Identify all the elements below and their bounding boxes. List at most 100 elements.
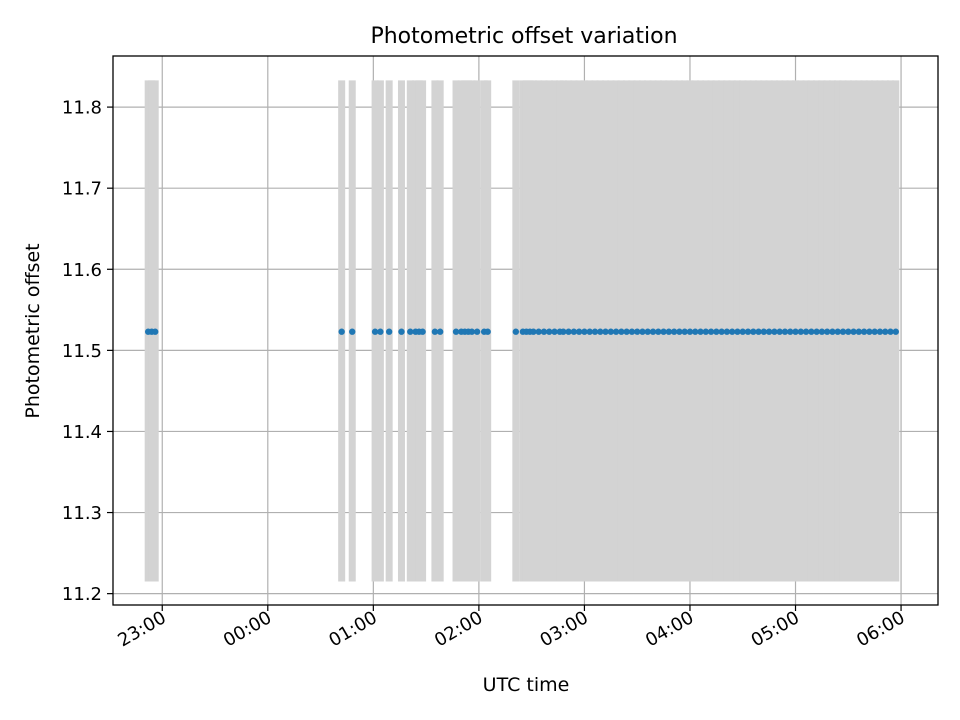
x-tick-label: 05:00: [748, 607, 803, 651]
data-point: [349, 328, 356, 335]
data-point: [723, 328, 731, 335]
data-point: [338, 328, 345, 335]
data-point: [734, 328, 741, 335]
y-tick-label: 11.6: [62, 260, 102, 281]
data-point: [628, 328, 636, 335]
data-point: [586, 328, 593, 335]
data-point: [565, 328, 572, 335]
y-axis-label: Photometric offset: [22, 243, 44, 418]
data-point: [560, 328, 567, 335]
data-point: [887, 328, 894, 335]
plot-frame: [112, 55, 939, 606]
y-axis-ticks: 11.2 11.3 11.4 11.5 11.6 11.7 11.8: [62, 98, 113, 605]
data-point: [702, 328, 710, 335]
x-tick-label: 01:00: [325, 607, 380, 651]
data-point: [892, 328, 899, 335]
data-point: [855, 328, 863, 335]
data-point: [728, 328, 736, 335]
data-point: [607, 328, 615, 335]
data-point: [876, 328, 884, 335]
data-point: [808, 328, 815, 335]
data-point: [602, 328, 609, 335]
data-point: [882, 328, 889, 335]
data-point: [871, 328, 878, 335]
x-axis-ticks: 23:00 00:00 01:00 02:00 03:00 04:00 05:00 06:00: [114, 605, 909, 651]
x-tick-label: 23:00: [114, 607, 169, 651]
y-tick-label: 11.8: [62, 98, 102, 119]
data-point: [776, 328, 783, 335]
data-point: [436, 328, 444, 335]
x-tick-label: 02:00: [431, 607, 486, 651]
data-point: [813, 328, 820, 335]
data-point: [750, 328, 757, 335]
data-point: [512, 328, 520, 335]
data-point: [644, 328, 651, 335]
data-point: [697, 328, 704, 335]
data-point: [452, 328, 460, 335]
data-point: [823, 328, 831, 335]
x-tick-label: 00:00: [220, 607, 275, 651]
data-point: [591, 328, 599, 335]
y-tick-label: 11.7: [62, 179, 102, 200]
data-point: [860, 328, 868, 335]
data-point: [681, 328, 688, 335]
data-point: [850, 328, 857, 335]
data-point: [473, 328, 481, 335]
data-point: [802, 328, 810, 335]
data-point: [713, 328, 720, 335]
data-point: [649, 328, 657, 335]
data-point: [371, 328, 379, 335]
y-tick-label: 11.5: [62, 341, 102, 362]
data-points: [144, 328, 899, 335]
data-point: [484, 328, 491, 335]
data-point: [419, 328, 426, 335]
data-point: [834, 328, 841, 335]
data-point: [597, 328, 604, 335]
data-point: [744, 328, 752, 335]
data-point: [634, 328, 641, 335]
data-point: [692, 328, 699, 335]
data-point: [655, 328, 662, 335]
data-point: [771, 328, 778, 335]
data-point: [686, 328, 694, 335]
data-point: [797, 328, 804, 335]
data-point: [530, 328, 537, 335]
data-point: [760, 328, 768, 335]
data-point: [618, 328, 625, 335]
data-point: [845, 328, 852, 335]
data-point: [546, 328, 553, 335]
data-point: [540, 328, 548, 335]
x-tick-label: 03:00: [537, 607, 592, 651]
data-point: [377, 328, 384, 335]
data-point: [676, 328, 683, 335]
data-point: [755, 328, 762, 335]
data-point: [612, 328, 620, 335]
data-point: [639, 328, 646, 335]
data-point: [866, 328, 873, 335]
data-point: [468, 328, 476, 335]
data-point: [792, 328, 799, 335]
data-point: [829, 328, 836, 335]
data-point: [765, 328, 773, 335]
data-point: [718, 328, 725, 335]
data-point: [431, 328, 439, 335]
data-point: [575, 328, 583, 335]
data-point: [581, 328, 588, 335]
data-point: [623, 328, 630, 335]
data-point: [787, 328, 794, 335]
x-axis-label: UTC time: [483, 674, 570, 696]
data-point: [660, 328, 667, 335]
data-point: [665, 328, 673, 335]
y-tick-label: 11.3: [62, 503, 102, 524]
data-point: [707, 328, 715, 335]
data-point: [385, 328, 393, 335]
data-point: [398, 328, 405, 335]
data-point: [535, 328, 542, 335]
data-point: [407, 328, 414, 335]
data-point: [818, 328, 826, 335]
data-point: [839, 328, 847, 335]
y-tick-label: 11.4: [62, 422, 102, 443]
y-tick-label: 11.2: [62, 584, 102, 605]
data-point: [551, 328, 558, 335]
